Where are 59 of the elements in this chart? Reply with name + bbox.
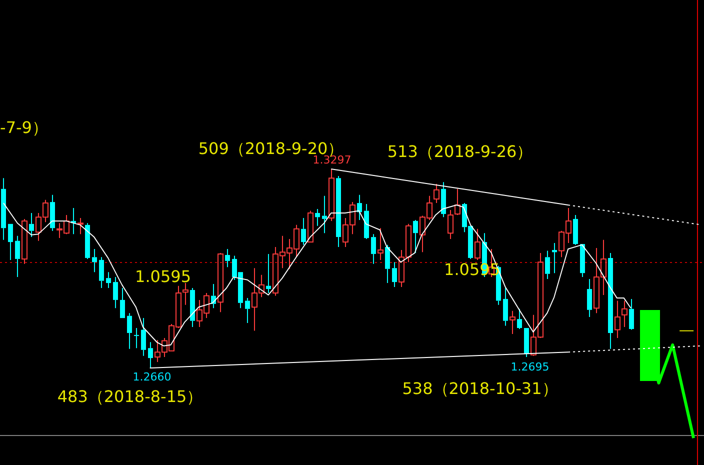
candlestick xyxy=(182,282,188,306)
candlestick xyxy=(357,194,362,220)
candlestick xyxy=(336,175,341,248)
candlestick xyxy=(148,342,153,368)
candlestick xyxy=(622,300,628,328)
candlestick xyxy=(92,248,97,273)
annotation: 1.0595 xyxy=(135,267,191,286)
candlestick xyxy=(587,278,592,318)
candlestick xyxy=(413,219,418,254)
candlestick xyxy=(573,214,578,246)
candlestick xyxy=(454,188,460,216)
candlestick xyxy=(78,217,84,235)
candlestick xyxy=(301,217,306,246)
candlestick xyxy=(218,252,224,313)
text: 513（2018-9-26） xyxy=(387,142,533,161)
candlestick xyxy=(85,222,90,260)
candlestick xyxy=(552,242,557,274)
candlestick xyxy=(1,178,6,240)
text: 483（2018-8-15） xyxy=(57,387,203,406)
candlestick xyxy=(392,262,397,288)
candlestick xyxy=(141,318,146,356)
candlestick xyxy=(120,288,125,318)
candlestick xyxy=(113,276,118,309)
candlestick xyxy=(580,244,585,278)
candlestick xyxy=(328,168,334,222)
candlestick xyxy=(29,212,34,238)
candlestick xyxy=(441,182,446,218)
candlestick xyxy=(517,308,522,330)
candlestick xyxy=(8,224,13,260)
candlestick xyxy=(127,312,132,350)
candlestick xyxy=(50,194,55,232)
text: 538（2018-10-31） xyxy=(402,379,558,398)
candlestick xyxy=(448,209,454,240)
candlestick xyxy=(322,195,327,234)
candlestick xyxy=(524,328,529,358)
candlestick xyxy=(245,297,250,324)
text: 1.2660 xyxy=(132,370,172,384)
annotation: 1.2695 xyxy=(510,360,550,374)
candlestick xyxy=(15,235,20,278)
candlestick xyxy=(371,234,376,264)
candlestick xyxy=(434,183,440,204)
candlestick xyxy=(545,250,550,280)
text: -7-9） xyxy=(0,118,48,137)
candlestick xyxy=(106,272,111,288)
candlestick xyxy=(510,310,516,334)
candlestick xyxy=(614,300,620,338)
candlestick xyxy=(385,244,390,284)
candlestick xyxy=(225,248,230,268)
candlestick xyxy=(474,228,480,260)
candlestick xyxy=(503,288,508,326)
candlestick xyxy=(266,253,271,294)
candlestick xyxy=(315,208,320,226)
candlestick xyxy=(378,228,384,260)
candlestick xyxy=(629,298,634,330)
candlestick xyxy=(134,328,139,349)
candlestick xyxy=(190,288,195,328)
candlestick xyxy=(99,256,104,288)
candlestick xyxy=(608,252,613,350)
candlestick xyxy=(364,204,369,240)
